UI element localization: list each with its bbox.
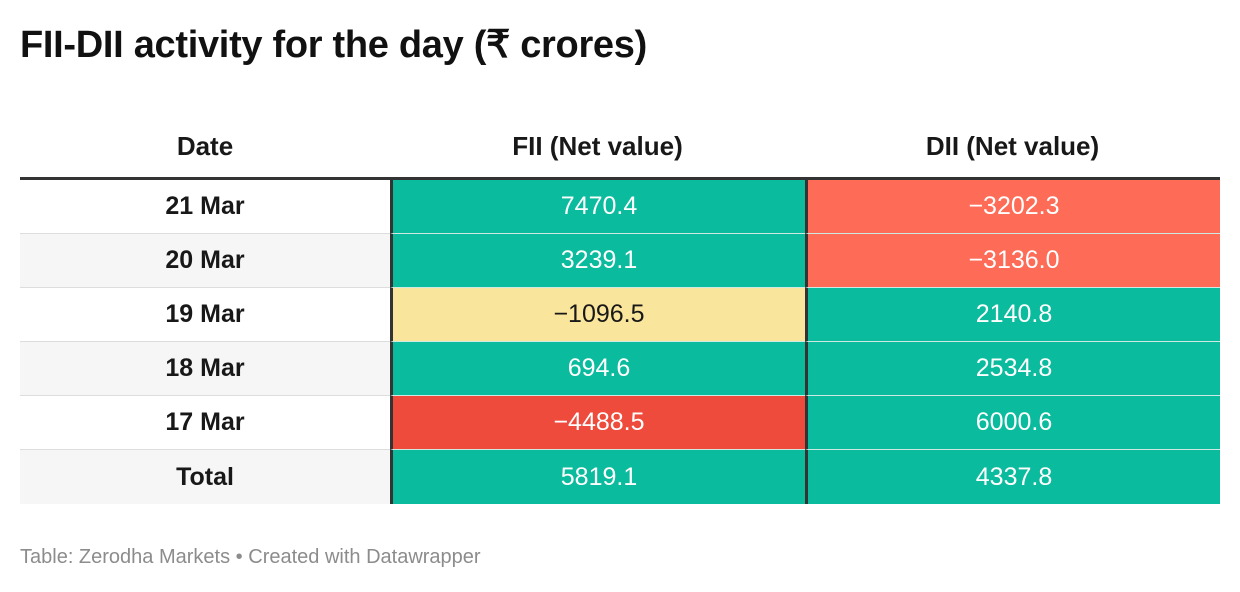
- table-header: Date FII (Net value) DII (Net value): [20, 116, 1220, 180]
- footer-source: Table: Zerodha Markets: [20, 546, 231, 568]
- fii-value-cell: 7470.4: [390, 180, 805, 234]
- fii-value-cell: 5819.1: [390, 450, 805, 504]
- footer-attribution: Table: Zerodha Markets • Created with Da…: [20, 546, 481, 569]
- fii-value-cell: 3239.1: [390, 234, 805, 288]
- dii-value-cell: 2534.8: [805, 342, 1220, 396]
- table-body: 21 Mar 7470.4 −3202.3 20 Mar 3239.1 −313…: [20, 180, 1220, 504]
- table-row: 20 Mar 3239.1 −3136.0: [20, 234, 1220, 288]
- dii-value-cell: −3202.3: [805, 180, 1220, 234]
- table-row: 19 Mar −1096.5 2140.8: [20, 288, 1220, 342]
- date-cell: Total: [20, 450, 390, 504]
- date-cell: 17 Mar: [20, 396, 390, 450]
- fii-value-cell: −1096.5: [390, 288, 805, 342]
- dii-value-cell: −3136.0: [805, 234, 1220, 288]
- footer-credit: Created with Datawrapper: [248, 546, 481, 568]
- footer-separator: •: [235, 546, 243, 568]
- dii-value-cell: 2140.8: [805, 288, 1220, 342]
- table-row: 21 Mar 7470.4 −3202.3: [20, 180, 1220, 234]
- header-dii: DII (Net value): [925, 131, 1100, 161]
- header-fii: FII (Net value): [512, 131, 683, 161]
- table-row: 18 Mar 694.6 2534.8: [20, 342, 1220, 396]
- fii-dii-table: Date FII (Net value) DII (Net value) 21 …: [20, 116, 1220, 504]
- fii-value-cell: −4488.5: [390, 396, 805, 450]
- table-row-total: Total 5819.1 4337.8: [20, 450, 1220, 504]
- dii-value-cell: 4337.8: [805, 450, 1220, 504]
- dii-value-cell: 6000.6: [805, 396, 1220, 450]
- date-cell: 21 Mar: [20, 180, 390, 234]
- date-cell: 19 Mar: [20, 288, 390, 342]
- table-row: 17 Mar −4488.5 6000.6: [20, 396, 1220, 450]
- header-date: Date: [176, 131, 234, 161]
- fii-value-cell: 694.6: [390, 342, 805, 396]
- date-cell: 20 Mar: [20, 234, 390, 288]
- date-cell: 18 Mar: [20, 342, 390, 396]
- chart-title: FII-DII activity for the day (₹ crores): [20, 24, 647, 66]
